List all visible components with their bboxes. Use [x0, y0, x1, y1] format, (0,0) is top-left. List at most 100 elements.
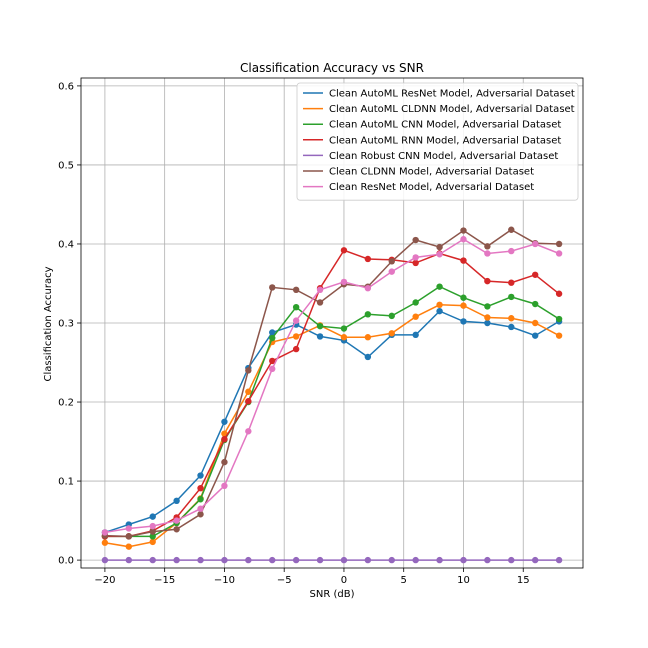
- data-point: [245, 428, 252, 435]
- legend-item: Clean CLDNN Model, Adversarial Dataset: [303, 167, 534, 178]
- series-4: [101, 556, 563, 564]
- data-point: [531, 556, 539, 564]
- data-point: [125, 525, 133, 532]
- y-tick-label: 0.4: [58, 239, 74, 250]
- data-point: [292, 317, 300, 324]
- data-point: [149, 528, 156, 535]
- x-tick-label: 0: [341, 575, 347, 586]
- data-point: [531, 271, 539, 278]
- data-point: [197, 496, 204, 503]
- data-point: [101, 556, 109, 564]
- y-tick-label: 0.0: [58, 556, 74, 567]
- data-point: [388, 556, 395, 564]
- plot-frame: [80, 77, 584, 569]
- x-tick-label: −15: [154, 575, 175, 586]
- data-point: [173, 526, 180, 533]
- y-tick-label: 0.5: [58, 160, 74, 171]
- data-point: [531, 332, 539, 339]
- data-point: [412, 254, 419, 261]
- data-point: [436, 301, 443, 309]
- y-tick-label: 0.3: [58, 319, 74, 330]
- data-point: [436, 251, 443, 258]
- data-point: [173, 556, 180, 564]
- data-point: [412, 331, 419, 339]
- legend-item: Clean Robust CNN Model, Adversarial Data…: [303, 151, 558, 162]
- legend-label: Clean AutoML CNN Model, Adversarial Data…: [329, 120, 561, 131]
- data-point: [531, 300, 539, 308]
- data-point: [292, 286, 300, 294]
- data-point: [412, 556, 419, 564]
- legend-label: Clean Robust CNN Model, Adversarial Data…: [329, 151, 558, 162]
- data-point: [484, 243, 491, 250]
- data-point: [269, 357, 276, 365]
- y-axis-label: Classification Accuracy: [43, 266, 54, 381]
- data-point: [555, 250, 563, 257]
- data-point: [149, 522, 156, 530]
- legend-item: Clean AutoML CLDNN Model, Adversarial Da…: [303, 104, 575, 115]
- y-tick-label: 0.2: [58, 398, 74, 409]
- data-point: [436, 556, 443, 564]
- data-point: [412, 299, 419, 306]
- legend-item: Clean ResNet Model, Adversarial Dataset: [303, 182, 534, 193]
- data-point: [221, 458, 228, 466]
- data-point: [173, 517, 180, 524]
- data-point: [364, 255, 372, 263]
- data-point: [364, 285, 372, 292]
- data-point: [245, 556, 252, 564]
- data-point: [531, 240, 539, 248]
- data-point: [508, 323, 515, 331]
- data-point: [484, 319, 491, 327]
- data-point: [316, 299, 324, 306]
- legend-box: [296, 82, 579, 201]
- x-tick-label: −20: [94, 575, 115, 586]
- data-point: [149, 513, 156, 520]
- x-tick-label: 5: [401, 575, 407, 586]
- data-point: [412, 236, 419, 244]
- data-point: [555, 332, 563, 339]
- data-point: [484, 250, 491, 257]
- data-point: [316, 556, 324, 564]
- data-point: [508, 247, 515, 255]
- data-point: [292, 303, 300, 311]
- data-point: [508, 293, 515, 301]
- data-point: [197, 556, 204, 564]
- data-point: [460, 318, 467, 325]
- data-point: [508, 556, 515, 564]
- data-point: [269, 365, 276, 373]
- data-point: [292, 345, 300, 353]
- data-point: [364, 311, 372, 318]
- data-point: [484, 556, 491, 564]
- x-axis-label: SNR (dB): [310, 589, 355, 600]
- data-point: [125, 543, 133, 550]
- x-tick-label: 15: [517, 575, 530, 586]
- data-point: [269, 329, 276, 336]
- data-point: [101, 539, 109, 546]
- legend-item: Clean AutoML ResNet Model, Adversarial D…: [303, 89, 575, 100]
- data-point: [149, 556, 156, 564]
- data-point: [149, 533, 156, 540]
- data-point: [412, 313, 419, 320]
- data-point: [125, 556, 133, 564]
- series-line: [104, 249, 560, 538]
- data-point: [173, 497, 180, 505]
- y-tick-label: 0.1: [58, 477, 74, 488]
- data-point: [364, 353, 372, 361]
- data-point: [460, 302, 467, 309]
- data-point: [484, 303, 491, 310]
- data-point: [460, 236, 467, 243]
- data-point: [555, 315, 563, 323]
- data-point: [340, 325, 348, 332]
- data-point: [221, 435, 228, 443]
- data-point: [388, 268, 395, 275]
- data-point: [508, 279, 515, 286]
- data-point: [388, 330, 395, 337]
- data-point: [221, 482, 228, 490]
- data-point: [269, 284, 276, 291]
- x-tick-label: −10: [214, 575, 235, 586]
- data-point: [460, 227, 467, 234]
- series-line: [104, 310, 560, 534]
- legend-label: Clean AutoML CLDNN Model, Adversarial Da…: [329, 104, 575, 115]
- data-point: [484, 314, 491, 321]
- series-line: [104, 238, 560, 534]
